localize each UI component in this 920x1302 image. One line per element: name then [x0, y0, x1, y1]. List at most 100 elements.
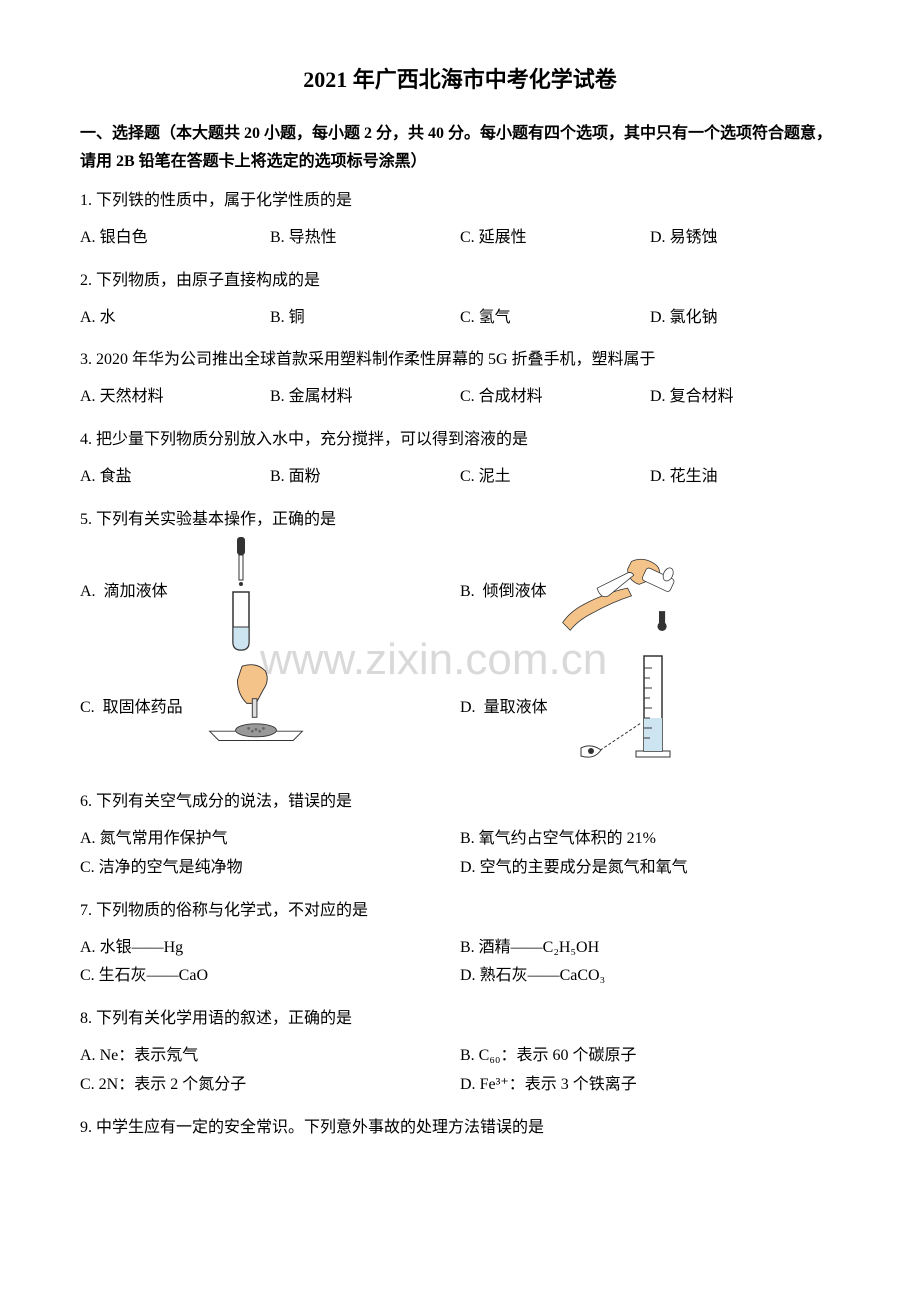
question-number: 8. — [80, 1010, 92, 1027]
option-text: 复合材料 — [666, 388, 734, 405]
option-text: 量取液体 — [484, 694, 548, 723]
question-stem: 5. 下列有关实验基本操作，正确的是 — [80, 506, 840, 535]
option-label: B. — [270, 468, 285, 485]
option: A. 银白色 — [80, 224, 270, 253]
option-label: B. — [270, 388, 285, 405]
option-label: A. — [80, 830, 96, 847]
option-text: 空气的主要成分是氮气和氧气 — [476, 859, 688, 876]
options-row: A. 银白色B. 导热性C. 延展性D. 易锈蚀 — [80, 224, 840, 253]
option: C. 取固体药品 — [80, 658, 460, 758]
option-text: 氧气约占空气体积的 21% — [475, 830, 656, 847]
question-text: 下列铁的性质中，属于化学性质的是 — [92, 192, 352, 209]
option-text: C₆₀：表示 60 个碳原子 — [475, 1047, 637, 1064]
option-label: A. — [80, 468, 96, 485]
option: A. 滴加液体 — [80, 542, 460, 642]
option: C. 生石灰——CaO — [80, 962, 460, 991]
option-text: 倾倒液体 — [483, 578, 547, 607]
option-label: C. — [460, 388, 475, 405]
option: D. Fe³⁺：表示 3 个铁离子 — [460, 1071, 840, 1100]
option-text: 延展性 — [475, 229, 527, 246]
option-text: 滴加液体 — [104, 578, 168, 607]
option-text: 铜 — [285, 309, 305, 326]
option: C. 合成材料 — [460, 383, 650, 412]
question-text: 下列有关空气成分的说法，错误的是 — [92, 793, 352, 810]
option: B. C₆₀：表示 60 个碳原子 — [460, 1042, 840, 1071]
question-stem: 8. 下列有关化学用语的叙述，正确的是 — [80, 1005, 840, 1034]
question-stem: 9. 中学生应有一定的安全常识。下列意外事故的处理方法错误的是 — [80, 1114, 840, 1143]
option: D. 易锈蚀 — [650, 224, 840, 253]
option: C. 洁净的空气是纯净物 — [80, 854, 460, 883]
option-text: Ne：表示氖气 — [96, 1047, 199, 1064]
option-label: B. — [460, 830, 475, 847]
question-number: 1. — [80, 192, 92, 209]
option-text: 洁净的空气是纯净物 — [95, 859, 243, 876]
question-stem: 3. 2020 年华为公司推出全球首款采用塑料制作柔性屏幕的 5G 折叠手机，塑… — [80, 346, 840, 375]
question-text: 下列物质，由原子直接构成的是 — [92, 272, 320, 289]
option-text: 金属材料 — [285, 388, 353, 405]
option-text: 易锈蚀 — [666, 229, 718, 246]
option-label: D. — [650, 229, 666, 246]
option-label: B. — [460, 578, 475, 607]
option-text: 导热性 — [285, 229, 337, 246]
option: C. 2N：表示 2 个氮分子 — [80, 1071, 460, 1100]
question-text: 把少量下列物质分别放入水中，充分搅拌，可以得到溶液的是 — [92, 431, 528, 448]
option-text: 天然材料 — [96, 388, 164, 405]
option: A. 水银——Hg — [80, 934, 460, 963]
question: 8. 下列有关化学用语的叙述，正确的是A. Ne：表示氖气B. C₆₀：表示 6… — [80, 1005, 840, 1099]
options-row: A. 氮气常用作保护气B. 氧气约占空气体积的 21%C. 洁净的空气是纯净物D… — [80, 825, 840, 883]
option-label: A. — [80, 1047, 96, 1064]
option-label: D. — [460, 694, 476, 723]
question-number: 2. — [80, 272, 92, 289]
option-text: 花生油 — [666, 468, 718, 485]
questions-container: 1. 下列铁的性质中，属于化学性质的是A. 银白色B. 导热性C. 延展性D. … — [80, 187, 840, 1142]
option-label: B. — [460, 1047, 475, 1064]
question-stem: 4. 把少量下列物质分别放入水中，充分搅拌，可以得到溶液的是 — [80, 426, 840, 455]
option: B. 面粉 — [270, 463, 460, 492]
question-stem: 2. 下列物质，由原子直接构成的是 — [80, 267, 840, 296]
question: 4. 把少量下列物质分别放入水中，充分搅拌，可以得到溶液的是 A. 食盐 B. 面粉… — [80, 426, 840, 492]
option-text: 水 — [96, 309, 116, 326]
page-title: 2021 年广西北海市中考化学试卷 — [80, 60, 840, 100]
option: B. 导热性 — [270, 224, 460, 253]
option: A. 天然材料 — [80, 383, 270, 412]
pour-tube-icon — [555, 542, 685, 642]
question: 7. 下列物质的俗称与化学式，不对应的是A. 水银——HgB. 酒精——C₂H₅… — [80, 897, 840, 991]
dropper-tube-icon — [176, 542, 306, 642]
option-text: 合成材料 — [475, 388, 543, 405]
option: D. 熟石灰——CaCO₃ — [460, 962, 840, 991]
question-stem: 1. 下列铁的性质中，属于化学性质的是 — [80, 187, 840, 216]
option-label: C. — [80, 859, 95, 876]
options-row: A. 水银——HgB. 酒精——C₂H₅OHC. 生石灰——CaOD. 熟石灰—… — [80, 934, 840, 992]
option-label: C. — [80, 694, 95, 723]
question: 2. 下列物质，由原子直接构成的是A. 水B. 铜C. 氢气D. 氯化钠 — [80, 267, 840, 333]
option: A. Ne：表示氖气 — [80, 1042, 460, 1071]
question-text: 下列物质的俗称与化学式，不对应的是 — [92, 902, 368, 919]
option: D. 花生油 — [650, 463, 840, 492]
option: C. 延展性 — [460, 224, 650, 253]
options-row: A. 天然材料B. 金属材料C. 合成材料D. 复合材料 — [80, 383, 840, 412]
question-text: 下列有关化学用语的叙述，正确的是 — [92, 1010, 352, 1027]
option-label: D. — [460, 1076, 476, 1093]
option-label: D. — [460, 967, 476, 984]
question-text: 中学生应有一定的安全常识。下列意外事故的处理方法错误的是 — [92, 1119, 544, 1136]
question: 1. 下列铁的性质中，属于化学性质的是A. 银白色B. 导热性C. 延展性D. … — [80, 187, 840, 253]
option-text: 水银——Hg — [96, 939, 184, 956]
option-label: D. — [650, 468, 666, 485]
option-label: A. — [80, 388, 96, 405]
option-label: D. — [650, 388, 666, 405]
option-text: 银白色 — [96, 229, 148, 246]
option-text: 食盐 — [96, 468, 132, 485]
option-text: 熟石灰——CaCO₃ — [476, 967, 606, 984]
question: 6. 下列有关空气成分的说法，错误的是A. 氮气常用作保护气B. 氧气约占空气体… — [80, 788, 840, 882]
option: A. 水 — [80, 304, 270, 333]
question-number: 3. — [80, 351, 92, 368]
option-label: C. — [80, 1076, 95, 1093]
option-text: 氮气常用作保护气 — [96, 830, 228, 847]
question-number: 9. — [80, 1119, 92, 1136]
question: 9. 中学生应有一定的安全常识。下列意外事故的处理方法错误的是 — [80, 1114, 840, 1143]
option-label: A. — [80, 229, 96, 246]
options-row: A. 食盐B. 面粉C. 泥土D. 花生油 — [80, 463, 840, 492]
question-text: 下列有关实验基本操作，正确的是 — [92, 511, 336, 528]
option-text: 2N：表示 2 个氮分子 — [95, 1076, 247, 1093]
question-number: 5. — [80, 511, 92, 528]
